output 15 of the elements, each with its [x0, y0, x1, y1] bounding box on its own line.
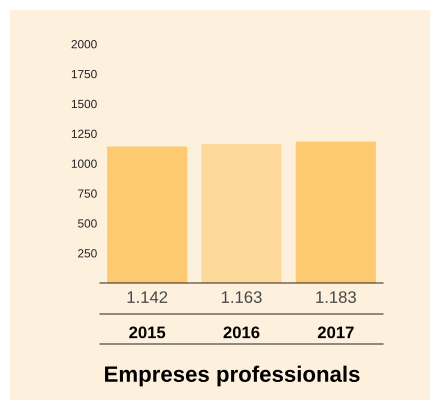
x-tick-label: 2015 — [129, 326, 166, 338]
y-tick-label: 1250 — [72, 130, 97, 138]
y-tick-label: 250 — [78, 249, 97, 258]
data-label: 1.183 — [316, 291, 356, 304]
y-tick-label: 1000 — [72, 160, 97, 168]
y-tick-label: 750 — [78, 189, 97, 198]
x-tick-label: 2017 — [318, 326, 354, 338]
data-label: 1.142 — [128, 291, 168, 303]
data-label: 1.163 — [222, 291, 262, 304]
y-tick-label: 2000 — [72, 40, 97, 48]
text: Empreses professionals — [105, 366, 360, 386]
y-tick-label: 1750 — [72, 70, 97, 78]
y-tick-label: 1500 — [72, 100, 97, 108]
x-tick-label: 2016 — [224, 326, 260, 338]
y-tick-label: 500 — [78, 219, 97, 228]
